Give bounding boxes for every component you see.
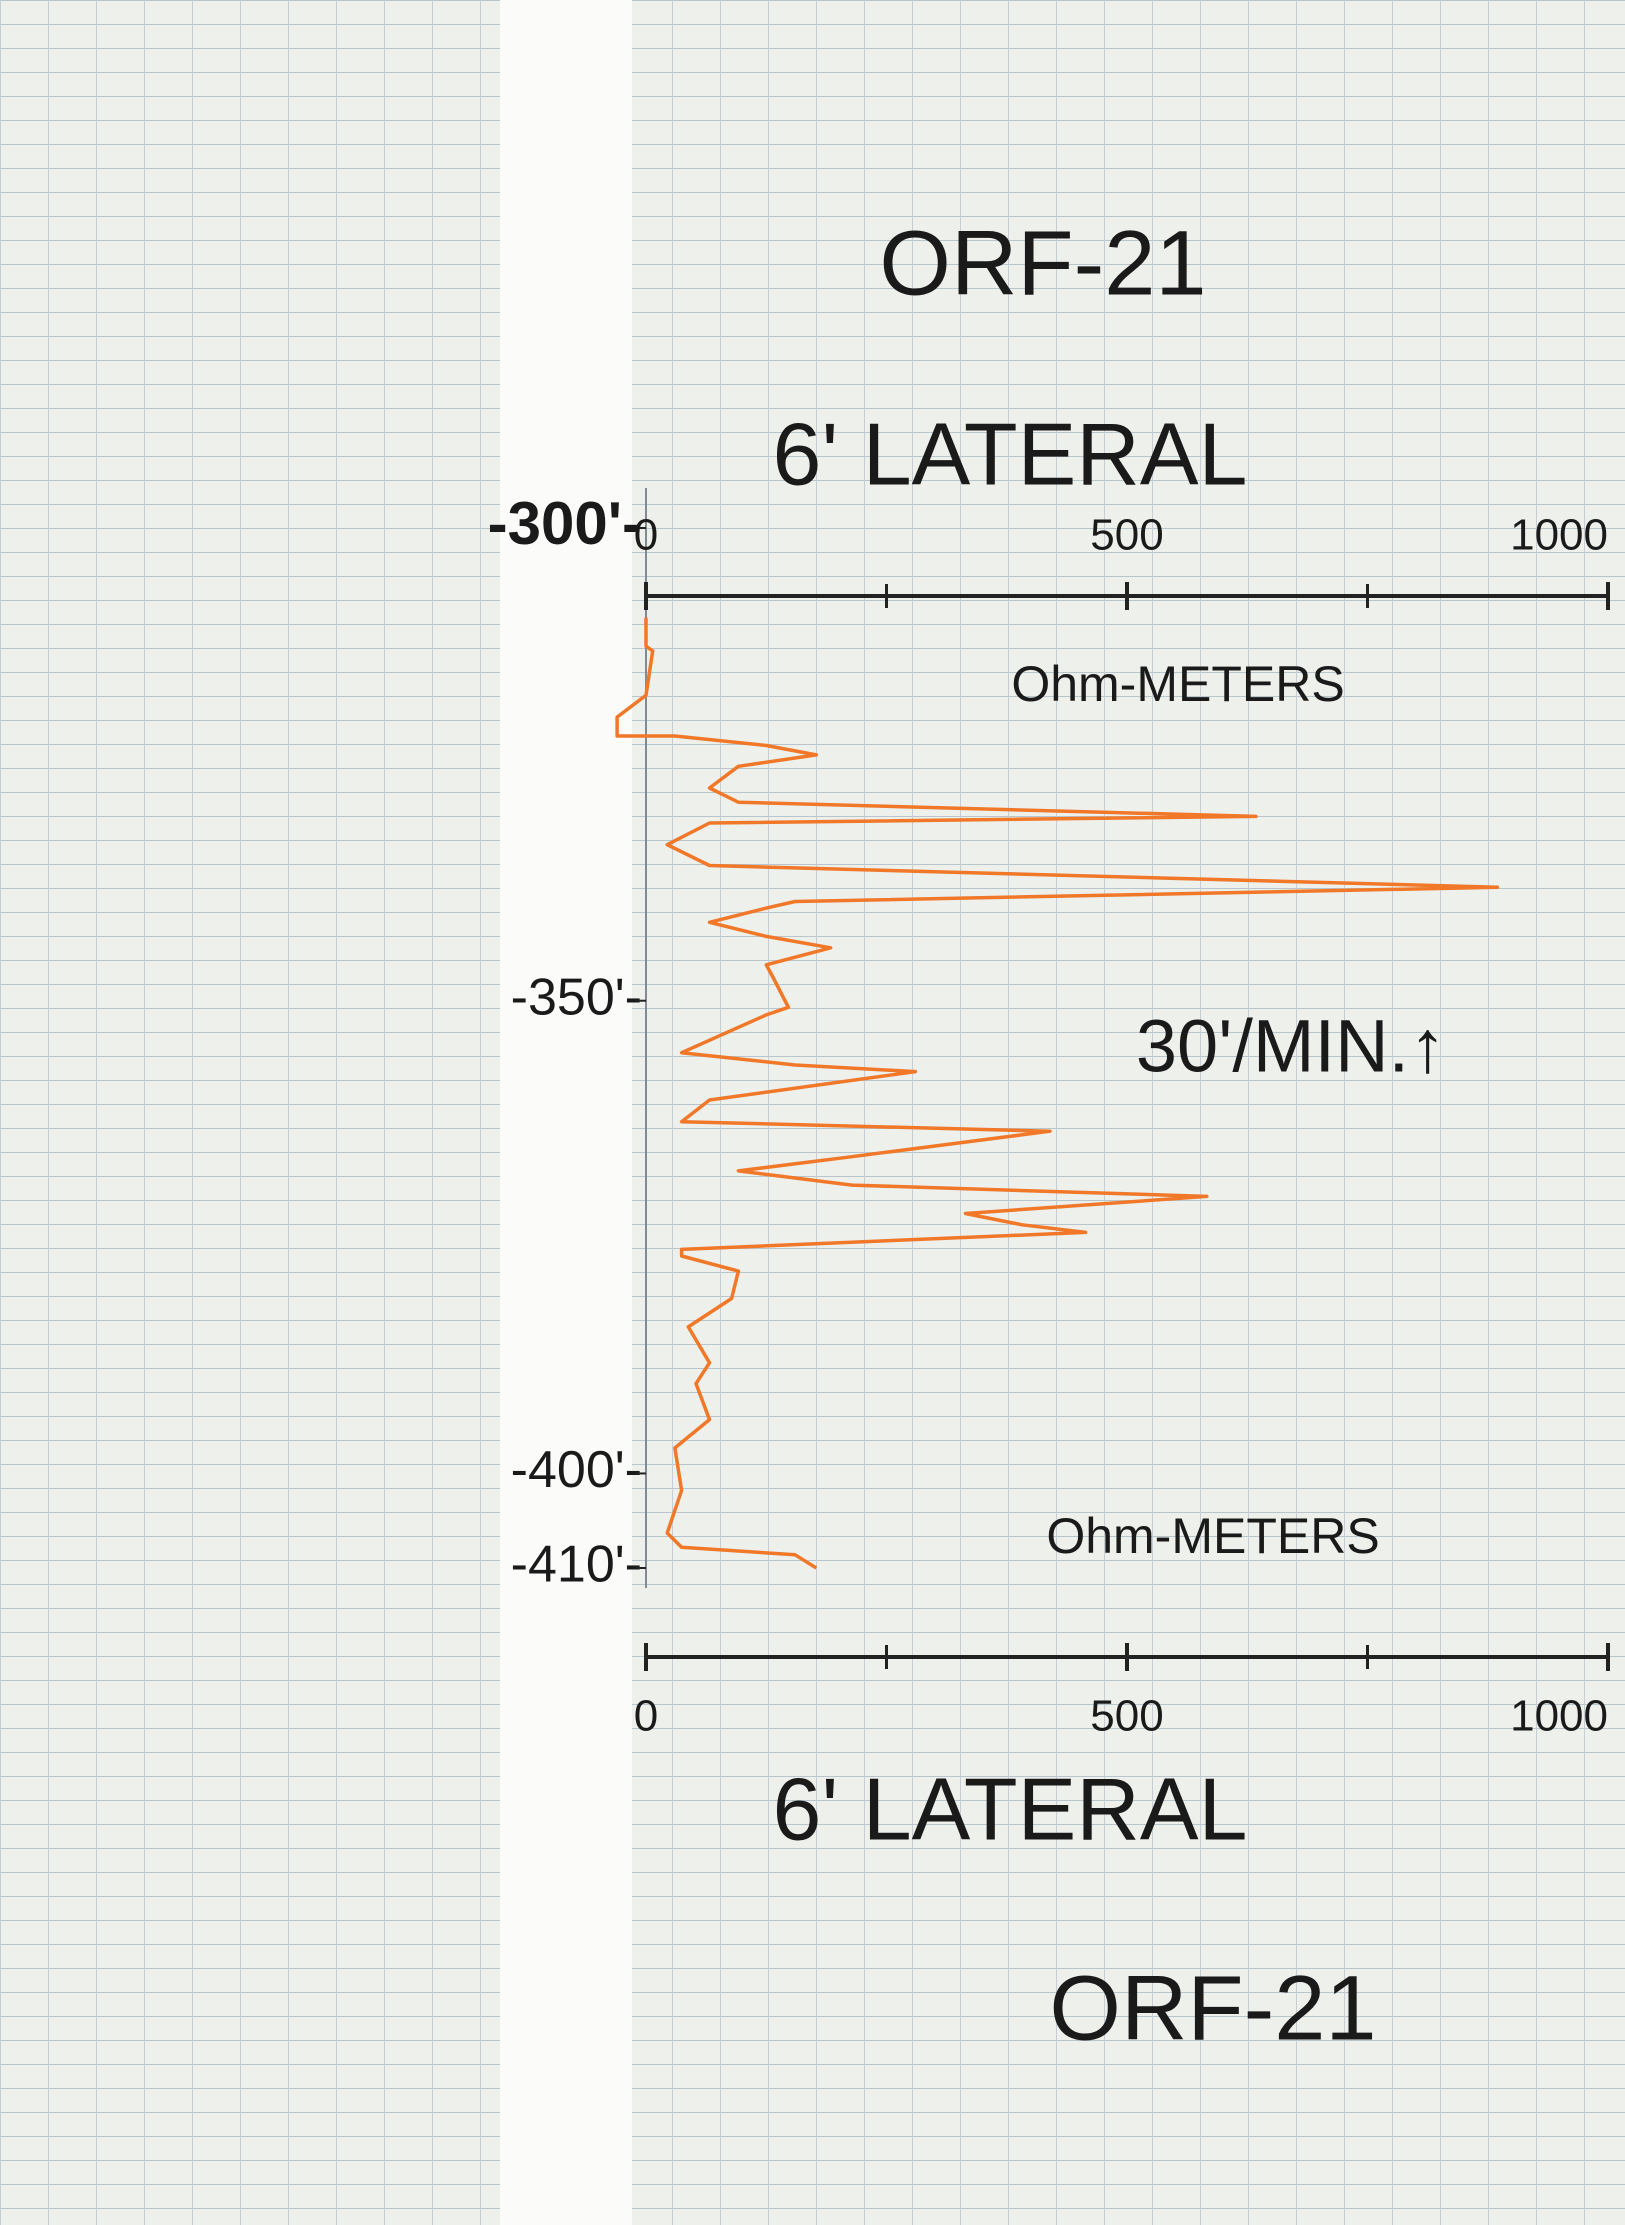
x-tick-label: 0 [634,511,658,560]
paper-strip [500,0,632,2225]
x-tick-label: 1000 [1510,1692,1608,1741]
x-tick-label: 1000 [1510,511,1608,560]
title: ORF-21 [879,212,1206,314]
y-tick-label: -410'- [511,1536,642,1594]
x-axis-label: Ohm-METERS [1011,656,1344,712]
y-tick-label: -400'- [511,1441,642,1499]
annotation: 30'/MIN.↑ [1136,1005,1446,1088]
y-tick-label: -300'- [488,490,642,557]
x-tick-label: 0 [634,1692,658,1741]
subtitle: 6' LATERAL [773,1759,1248,1858]
subtitle: 6' LATERAL [773,404,1248,503]
x-axis-label: Ohm-METERS [1046,1508,1379,1564]
y-tick-label: -350'- [511,968,642,1026]
title: ORF-21 [1049,1957,1376,2059]
x-tick-label: 500 [1090,1692,1163,1741]
log-curve [615,617,1500,1570]
x-tick-label: 500 [1090,511,1163,560]
